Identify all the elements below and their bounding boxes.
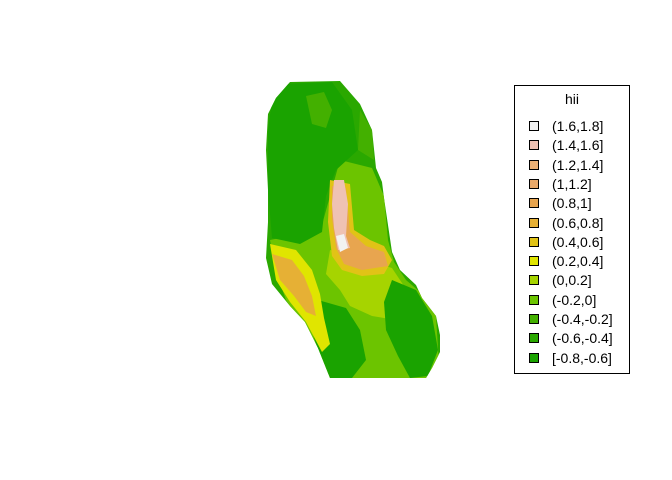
legend-swatch bbox=[529, 314, 539, 324]
legend-item: (0.6,0.8] bbox=[529, 214, 603, 232]
legend-swatch bbox=[529, 121, 539, 131]
raster-cells bbox=[266, 81, 440, 378]
legend-item: (-0.2,0] bbox=[529, 291, 596, 309]
legend-label: [-0.8,-0.6] bbox=[552, 349, 612, 366]
legend-item: (1,1.2] bbox=[529, 175, 592, 193]
legend-item: (0,0.2] bbox=[529, 271, 592, 289]
legend-swatch bbox=[529, 236, 539, 247]
white-core bbox=[336, 234, 348, 252]
legend-label: (-0.6,-0.4] bbox=[552, 330, 613, 347]
legend-label: (0.4,0.6] bbox=[552, 233, 604, 250]
legend-label: (-0.4,-0.2] bbox=[552, 311, 613, 327]
green-patch-east bbox=[358, 110, 374, 160]
green-patch-north bbox=[306, 92, 332, 128]
legend-item: (-0.6,-0.4] bbox=[529, 329, 613, 347]
legend-swatch bbox=[529, 352, 539, 363]
legend-swatch bbox=[529, 217, 539, 228]
legend-label: (1.2,1.4] bbox=[552, 156, 604, 173]
legend-item: (0.8,1] bbox=[529, 194, 592, 212]
legend-swatch bbox=[529, 294, 539, 305]
legend-label: (0.8,1] bbox=[552, 195, 592, 212]
legend-swatch bbox=[529, 140, 539, 151]
legend-label: (1.4,1.6] bbox=[552, 137, 604, 154]
legend-swatch bbox=[529, 333, 539, 344]
legend-swatch bbox=[529, 256, 539, 267]
legend-item: (1.6,1.8] bbox=[529, 117, 603, 135]
legend-swatch bbox=[529, 178, 539, 189]
orange-band-west bbox=[272, 254, 316, 316]
pink-core bbox=[332, 180, 350, 250]
legend-label: (0.6,0.8] bbox=[552, 214, 604, 231]
legend-item: (0.2,0.4] bbox=[529, 252, 603, 270]
legend-item: [-0.8,-0.6] bbox=[529, 349, 612, 367]
dark-green-northwest bbox=[268, 82, 358, 244]
legend-label: (1.6,1.8] bbox=[552, 118, 604, 134]
legend-swatch bbox=[529, 275, 539, 286]
legend-item: (0.4,0.6] bbox=[529, 233, 603, 251]
legend-label: (0,0.2] bbox=[552, 272, 592, 289]
legend-item: (-0.4,-0.2] bbox=[529, 310, 613, 328]
legend-swatch bbox=[529, 159, 539, 170]
legend-item: (1.4,1.6] bbox=[529, 136, 603, 154]
legend-label: (1,1.2] bbox=[552, 175, 592, 192]
legend-title: hii bbox=[564, 91, 579, 107]
legend-label: (-0.2,0] bbox=[552, 291, 597, 308]
dark-green-east bbox=[384, 280, 438, 378]
legend-item: (1.2,1.4] bbox=[529, 156, 603, 174]
map-legend: hii (1.6,1.8] (1.4,1.6] (1.2,1.4] (1,1.2] (0… bbox=[514, 85, 630, 374]
legend-label: (0.2,0.4] bbox=[552, 253, 604, 270]
legend-swatch bbox=[529, 198, 539, 209]
